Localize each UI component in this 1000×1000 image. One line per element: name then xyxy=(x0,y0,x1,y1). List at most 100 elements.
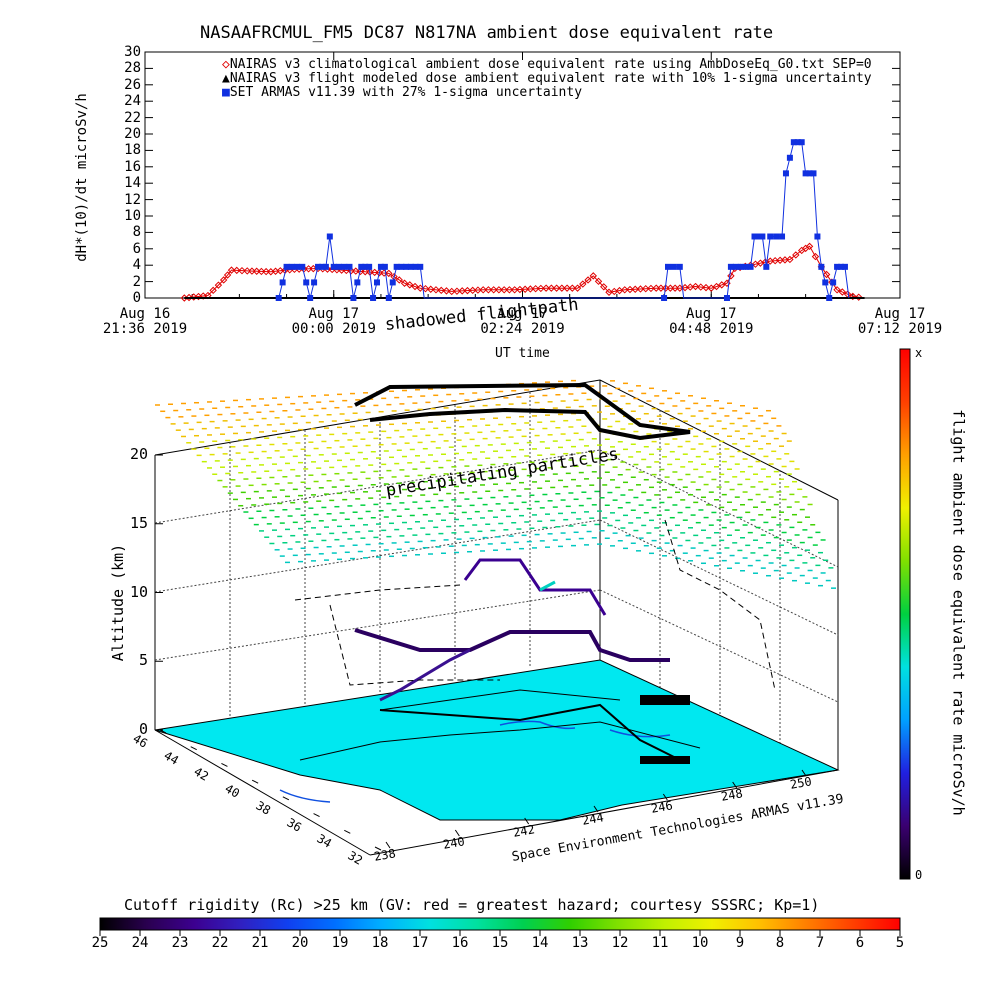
data-point-diamond xyxy=(385,269,393,278)
data-point-square xyxy=(742,263,749,270)
dose-rate-colorbar xyxy=(899,348,911,880)
data-point-square xyxy=(330,263,337,270)
data-point-diamond xyxy=(652,284,660,292)
colorbar-label: flight ambient dose equivalent rate micr… xyxy=(949,409,968,816)
colorbar-tick-label: 14 xyxy=(531,935,549,951)
lon-tick xyxy=(732,781,738,789)
data-point-square xyxy=(782,170,789,177)
data-point-square xyxy=(763,263,770,270)
data-point-diamond xyxy=(227,266,236,274)
data-point-square xyxy=(311,279,318,286)
x-tick-time: 00:00 2019 xyxy=(291,321,376,337)
data-point-square xyxy=(794,139,801,146)
data-point-diamond xyxy=(400,279,409,287)
colorbar-tick-label: 17 xyxy=(411,935,429,951)
data-point-diamond xyxy=(822,270,831,279)
lon-tick xyxy=(593,805,599,813)
x-tick-day: Aug 17 xyxy=(497,306,548,322)
y-tick-label: 28 xyxy=(124,60,141,77)
data-point-diamond xyxy=(552,284,561,292)
data-point-diamond xyxy=(521,285,529,293)
lat-tick xyxy=(159,729,167,734)
colorbar-tick-label: 9 xyxy=(735,935,745,951)
colorbar-tick-label: 5 xyxy=(895,935,905,951)
data-point-diamond xyxy=(214,281,223,289)
lon-tick xyxy=(385,841,391,849)
data-point-diamond xyxy=(542,284,550,292)
lat-tick xyxy=(221,762,228,767)
data-point-square xyxy=(417,263,424,270)
data-point-square xyxy=(727,263,734,270)
y-tick-label: 6 xyxy=(132,240,141,257)
data-point-diamond xyxy=(691,282,700,291)
data-point-diamond xyxy=(437,286,445,295)
data-point-diamond xyxy=(589,272,597,280)
data-point-diamond xyxy=(233,266,241,275)
data-point-square xyxy=(350,295,357,301)
x-tick-day: Aug 17 xyxy=(685,306,737,322)
data-point-square xyxy=(358,263,365,270)
colorbar-tick-label: 13 xyxy=(571,935,589,951)
colorbar-tick-label: 6 xyxy=(855,935,865,951)
data-point-diamond xyxy=(223,271,232,279)
data-point-square xyxy=(826,295,833,301)
data-point-square xyxy=(407,263,414,270)
colorbar-tick-label: 24 xyxy=(131,935,149,951)
cutoff-rigidity-colorbar xyxy=(99,917,901,931)
data-point-diamond xyxy=(661,284,670,292)
data-point-square xyxy=(802,170,809,177)
y-tick-label: 12 xyxy=(124,191,141,208)
x-tick-day: Aug 16 xyxy=(119,306,171,322)
red-diamond-icon: ◇ xyxy=(222,57,230,72)
data-point-diamond xyxy=(657,284,665,292)
z-tick-label: 5 xyxy=(138,651,148,670)
legend-nairas-flight-modeled: ▲NAIRAS v3 flight modeled dose ambient e… xyxy=(222,72,872,85)
x-tick-time: 07:12 2019 xyxy=(857,321,943,337)
data-point-diamond xyxy=(411,282,419,291)
data-point-diamond xyxy=(849,292,857,301)
data-point-diamond xyxy=(636,285,645,293)
data-point-square xyxy=(834,263,841,270)
y-tick-label: 14 xyxy=(124,175,141,192)
data-point-diamond xyxy=(537,284,545,293)
data-point-square xyxy=(806,170,813,177)
data-point-square xyxy=(759,233,766,240)
blue-square-icon: ■ xyxy=(222,85,230,100)
data-point-diamond xyxy=(495,286,503,294)
colorbar-tick-label: 12 xyxy=(611,935,629,951)
x-tick-day: Aug 17 xyxy=(308,306,360,322)
colorbar-tick-label: 19 xyxy=(331,935,349,951)
data-point-diamond xyxy=(356,267,365,276)
data-point-square xyxy=(341,263,348,270)
data-point-diamond xyxy=(718,281,726,289)
data-point-diamond xyxy=(584,276,592,284)
data-point-diamond xyxy=(416,284,424,292)
data-point-square xyxy=(676,263,683,270)
x-axis-label: UT time xyxy=(495,346,550,361)
data-point-diamond xyxy=(432,286,440,294)
data-point-diamond xyxy=(484,286,493,294)
data-point-diamond xyxy=(209,286,217,295)
data-point-square xyxy=(381,263,388,270)
x-tick-day: Aug 17 xyxy=(874,306,926,322)
data-point-square xyxy=(814,233,821,240)
data-point-diamond xyxy=(262,267,270,276)
data-point-square xyxy=(773,233,780,240)
black-triangle-icon: ▲ xyxy=(222,71,230,86)
data-point-diamond xyxy=(361,268,369,276)
data-point-diamond xyxy=(458,287,466,295)
chart-title: NASAAFRCMUL_FM5 DC87 N817NA ambient dose… xyxy=(200,23,774,43)
data-point-diamond xyxy=(352,267,360,275)
data-point-diamond xyxy=(531,284,540,293)
data-point-square xyxy=(670,263,677,270)
data-point-diamond xyxy=(707,284,715,292)
colorbar-tick-label: 23 xyxy=(171,935,189,951)
data-point-diamond xyxy=(474,286,482,294)
precipitating-particles-field xyxy=(155,379,836,589)
data-point-square xyxy=(283,263,290,270)
lon-tick xyxy=(662,793,668,801)
data-point-square xyxy=(779,233,786,240)
z-tick-label: 15 xyxy=(129,513,148,532)
